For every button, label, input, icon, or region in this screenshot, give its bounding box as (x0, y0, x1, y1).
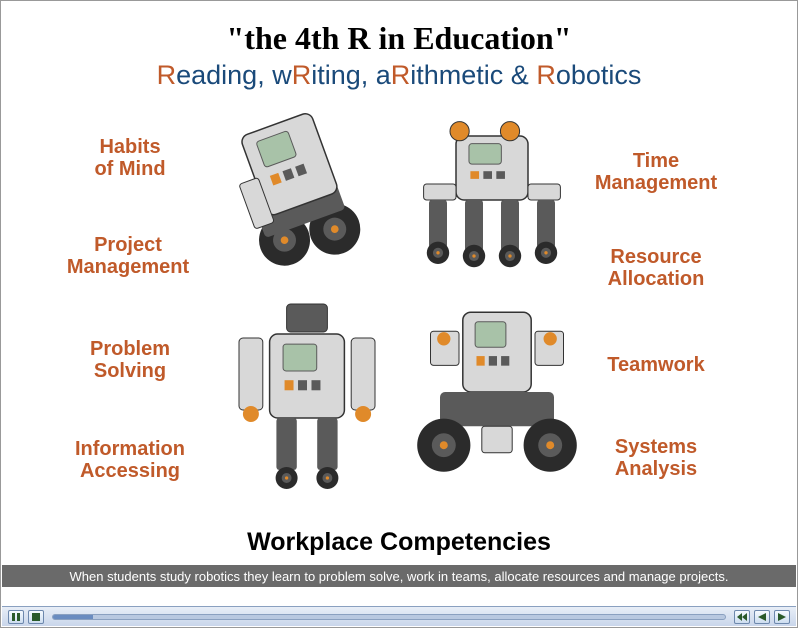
robot-image (222, 294, 392, 494)
subtitle-highlight-letter: R (536, 60, 556, 90)
subtitle-highlight-letter: R (292, 60, 312, 90)
prev-button[interactable] (754, 610, 770, 624)
pause-icon (12, 613, 20, 621)
subtitle-text: iting, a (311, 60, 391, 90)
caption-text: When students study robotics they learn … (70, 569, 729, 584)
progress-fill (53, 615, 93, 619)
subtitle-highlight-letter: R (157, 60, 177, 90)
caption-bar: When students study robotics they learn … (2, 565, 796, 587)
player-left-controls (6, 610, 46, 624)
presentation-frame: "the 4th R in Education" Reading, wRitin… (0, 0, 798, 628)
slide-title: "the 4th R in Education" (2, 20, 796, 57)
robot-image (402, 112, 582, 272)
slide-subtitle: Reading, wRiting, aRithmetic & Robotics (2, 60, 796, 91)
rewind-icon (737, 613, 747, 621)
stop-button[interactable] (28, 610, 44, 624)
next-button[interactable] (774, 610, 790, 624)
rewind-button[interactable] (734, 610, 750, 624)
player-bar (2, 606, 796, 626)
skill-label: TimeManagement (556, 150, 756, 194)
stop-icon (32, 613, 40, 621)
skill-label: ResourceAllocation (556, 246, 756, 290)
prev-icon (758, 613, 766, 621)
next-icon (778, 613, 786, 621)
skill-line: Time (556, 150, 756, 172)
subtitle-text: eading, w (176, 60, 292, 90)
subtitle-highlight-letter: R (391, 60, 411, 90)
skill-line: Resource (556, 246, 756, 268)
skill-line: Allocation (556, 268, 756, 290)
skill-line: Problem (30, 338, 230, 360)
slide-area: "the 4th R in Education" Reading, wRitin… (2, 2, 796, 587)
skill-line: Accessing (30, 460, 230, 482)
progress-track[interactable] (52, 614, 726, 620)
skill-line: of Mind (30, 158, 230, 180)
pause-button[interactable] (8, 610, 24, 624)
skill-label: Habitsof Mind (30, 136, 230, 180)
robot-image (402, 297, 592, 487)
subtitle-text: obotics (556, 60, 642, 90)
skill-line: Project (28, 234, 228, 256)
robot-image (212, 100, 382, 270)
subtitle-text: ithmetic & (410, 60, 536, 90)
skill-line: Information (30, 438, 230, 460)
skill-line: Management (556, 172, 756, 194)
skill-label: ProblemSolving (30, 338, 230, 382)
skill-line: Management (28, 256, 228, 278)
player-right-controls (732, 610, 792, 624)
skill-label: InformationAccessing (30, 438, 230, 482)
skill-label: ProjectManagement (28, 234, 228, 278)
footer-label: Workplace Competencies (2, 528, 796, 557)
skill-line: Solving (30, 360, 230, 382)
skill-line: Habits (30, 136, 230, 158)
